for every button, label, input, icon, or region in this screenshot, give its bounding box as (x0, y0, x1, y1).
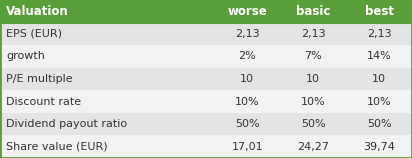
Text: 17,01: 17,01 (232, 142, 263, 152)
Text: 10: 10 (240, 74, 254, 84)
Text: EPS (EUR): EPS (EUR) (6, 29, 62, 39)
Text: 10: 10 (306, 74, 320, 84)
Text: 10%: 10% (301, 97, 325, 107)
FancyBboxPatch shape (0, 23, 412, 45)
Text: best: best (365, 5, 393, 18)
Text: 10%: 10% (367, 97, 391, 107)
Text: Share value (EUR): Share value (EUR) (6, 142, 108, 152)
Text: 10%: 10% (235, 97, 260, 107)
Text: 14%: 14% (367, 51, 391, 61)
Text: P/E multiple: P/E multiple (6, 74, 73, 84)
FancyBboxPatch shape (0, 135, 412, 158)
FancyBboxPatch shape (0, 113, 412, 135)
Text: 50%: 50% (367, 119, 391, 129)
Text: basic: basic (296, 5, 330, 18)
FancyBboxPatch shape (0, 45, 412, 68)
Text: Discount rate: Discount rate (6, 97, 81, 107)
Text: 7%: 7% (304, 51, 322, 61)
Text: Valuation: Valuation (6, 5, 69, 18)
Text: 24,27: 24,27 (297, 142, 329, 152)
Text: 50%: 50% (235, 119, 260, 129)
Text: worse: worse (227, 5, 267, 18)
Text: 2,13: 2,13 (235, 29, 260, 39)
Text: 39,74: 39,74 (363, 142, 395, 152)
Text: Dividend payout ratio: Dividend payout ratio (6, 119, 127, 129)
FancyBboxPatch shape (0, 0, 412, 23)
Text: 10: 10 (372, 74, 386, 84)
Text: 2,13: 2,13 (367, 29, 391, 39)
Text: 50%: 50% (301, 119, 325, 129)
Text: 2%: 2% (238, 51, 256, 61)
FancyBboxPatch shape (0, 68, 412, 90)
Text: 2,13: 2,13 (301, 29, 325, 39)
Text: growth: growth (6, 51, 45, 61)
FancyBboxPatch shape (0, 90, 412, 113)
